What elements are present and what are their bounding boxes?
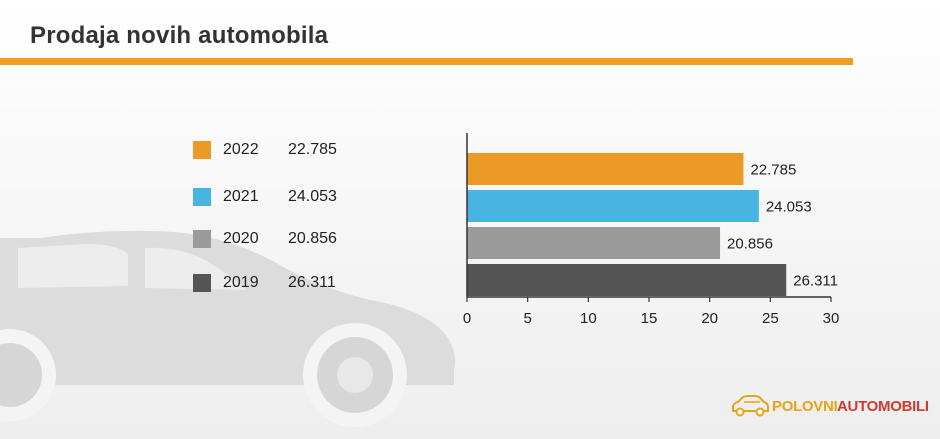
- x-tick-label: 15: [641, 310, 658, 327]
- logo-text-automobili: AUTOMOBILI: [837, 398, 929, 415]
- car-silhouette-icon: [0, 230, 456, 427]
- data-label-2021: 24.053: [766, 199, 812, 216]
- title-underline: [0, 58, 853, 65]
- chart-title: Prodaja novih automobila: [30, 22, 329, 49]
- data-label-2020: 20.856: [727, 236, 773, 253]
- legend-value: 24.053: [288, 188, 337, 205]
- bar-2020: [467, 227, 721, 259]
- bar-2019: [467, 264, 787, 296]
- x-tick-label: 5: [523, 310, 531, 327]
- legend-value: 26.311: [288, 274, 336, 291]
- legend-year: 2020: [223, 230, 259, 247]
- legend-year: 2021: [223, 188, 259, 205]
- legend-swatch: [193, 141, 211, 159]
- x-tick-label: 20: [701, 310, 718, 327]
- car-outline-icon: [732, 395, 769, 417]
- legend-year: 2022: [223, 141, 259, 158]
- data-label-2019: 26.311: [793, 273, 838, 290]
- legend-item-2022: 2022 22.785: [193, 141, 393, 159]
- legend-swatch: [193, 188, 211, 206]
- x-tick-label: 10: [580, 310, 597, 327]
- legend-value: 22.785: [288, 141, 337, 158]
- x-tick-label: 0: [463, 310, 471, 327]
- x-tick-label: 25: [762, 310, 779, 327]
- bar-2021: [467, 190, 759, 222]
- polovni-automobili-logo: POLOVNI AUTOMOBILI: [730, 393, 930, 419]
- legend-item-2019: 2019 26.311: [193, 274, 393, 292]
- data-label-2022: 22.785: [750, 162, 796, 179]
- bar-2022: [467, 153, 744, 185]
- legend-item-2021: 2021 24.053: [193, 188, 393, 206]
- legend-item-2020: 2020 20.856: [193, 230, 393, 248]
- legend-swatch: [193, 230, 211, 248]
- legend-swatch: [193, 274, 211, 292]
- legend-value: 20.856: [288, 230, 337, 247]
- bar-chart: 22.785 24.053 20.856 26.311 0 5 10 15 20 25 30: [463, 133, 840, 327]
- x-tick-label: 30: [823, 310, 840, 327]
- logo-text-polovni: POLOVNI: [772, 398, 838, 415]
- legend-year: 2019: [223, 274, 259, 291]
